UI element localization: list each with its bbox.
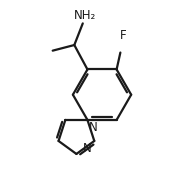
Text: N: N xyxy=(88,120,97,134)
Text: N: N xyxy=(83,142,92,155)
Text: NH₂: NH₂ xyxy=(74,8,96,22)
Text: F: F xyxy=(120,29,126,42)
